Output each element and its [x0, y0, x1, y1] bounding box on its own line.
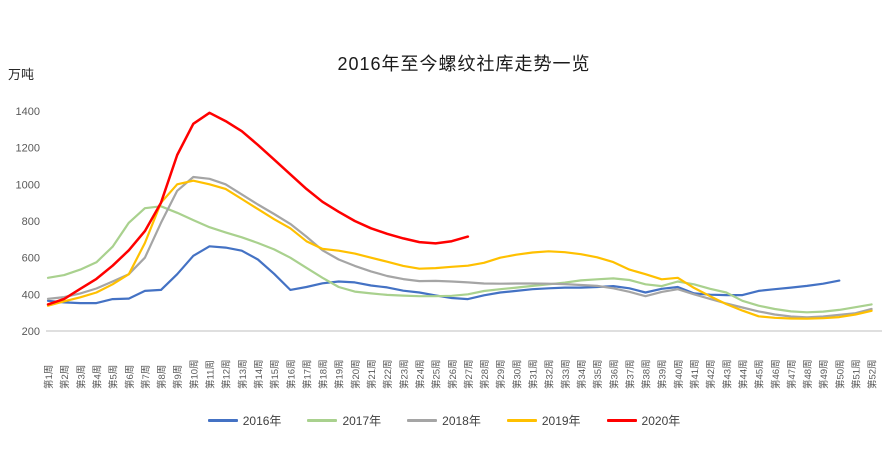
- y-tick-label: 1200: [16, 143, 40, 155]
- x-tick-label: 第44周: [737, 359, 749, 389]
- series-line-2020年: [46, 111, 470, 306]
- x-tick-label: 第10周: [188, 359, 200, 389]
- x-tick-label: 第31周: [528, 359, 540, 389]
- x-tick-label: 第11周: [205, 360, 217, 389]
- x-tick-label: 第34周: [576, 359, 588, 389]
- x-tick-label: 第12周: [221, 359, 233, 389]
- y-tick-label: 600: [22, 253, 40, 265]
- series-line-2017年: [46, 205, 873, 314]
- y-axis-unit-label: 万吨: [8, 67, 35, 82]
- legend-label: 2018年: [442, 414, 481, 428]
- x-tick-label: 第49周: [818, 359, 830, 389]
- legend-label: 2020年: [641, 414, 681, 428]
- legend-label: 2016年: [242, 414, 282, 428]
- x-tick-label: 第37周: [624, 359, 636, 389]
- x-tick-label: 第7周: [140, 365, 152, 389]
- x-tick-label: 第15周: [269, 359, 281, 389]
- x-tick-label: 第50周: [834, 359, 846, 389]
- x-tick-label: 第45周: [754, 359, 766, 389]
- legend-item-2020年: 2020年: [606, 412, 681, 429]
- y-tick-label: 800: [22, 216, 40, 228]
- legend-item-2019年: 2019年: [506, 412, 581, 429]
- x-tick-label: 第9周: [172, 365, 184, 389]
- legend-label: 2017年: [342, 414, 382, 428]
- legend-line-swatch: [606, 419, 637, 422]
- x-tick-label: 第35周: [592, 359, 604, 389]
- legend-line-swatch: [207, 419, 238, 422]
- x-tick-label: 第33周: [560, 359, 572, 389]
- x-tick-label: 第32周: [544, 359, 556, 389]
- x-tick-label: 第19周: [334, 359, 346, 389]
- x-tick-label: 第22周: [382, 359, 394, 389]
- x-tick-label: 第27周: [463, 359, 475, 389]
- x-tick-label: 第43周: [721, 359, 733, 389]
- legend-item-2017年: 2017年: [307, 412, 381, 429]
- legend-line-swatch: [307, 419, 338, 422]
- legend-item-2016年: 2016年: [207, 412, 282, 429]
- x-tick-label: 第52周: [867, 359, 879, 389]
- x-tick-label: 第5周: [108, 365, 120, 389]
- x-tick-label: 第47周: [786, 359, 798, 389]
- y-tick-label: 200: [22, 326, 40, 338]
- x-tick-label: 第39周: [657, 359, 669, 389]
- x-tick-label: 第23周: [398, 359, 410, 389]
- x-tick-label: 第1周: [43, 365, 55, 389]
- x-tick-label: 第25周: [431, 359, 443, 389]
- x-tick-label: 第16周: [285, 359, 297, 389]
- x-tick-label: 第2周: [59, 365, 71, 389]
- x-tick-label: 第46周: [770, 359, 782, 389]
- chart-title: 2016年至今螺纹社库走势一览: [337, 54, 591, 74]
- x-tick-label: 第28周: [479, 359, 491, 389]
- x-tick-label: 第17周: [301, 359, 313, 389]
- x-tick-label: 第40周: [673, 359, 685, 389]
- y-tick-label: 1400: [16, 106, 40, 118]
- x-tick-label: 第51周: [851, 359, 863, 389]
- x-tick-label: 第20周: [350, 359, 362, 389]
- x-tick-label: 第42周: [705, 359, 717, 389]
- x-tick-label: 第38周: [641, 359, 653, 389]
- x-tick-label: 第8周: [156, 365, 168, 389]
- legend-label: 2019年: [541, 414, 581, 428]
- x-tick-label: 第14周: [253, 359, 265, 389]
- x-tick-label: 第13周: [237, 359, 249, 389]
- x-tick-label: 第48周: [802, 359, 814, 389]
- series-line-2016年: [46, 245, 841, 305]
- x-tick-label: 第24周: [414, 359, 426, 389]
- series-line-2019年: [46, 179, 873, 320]
- x-tick-label: 第26周: [447, 359, 459, 389]
- x-tick-label: 第36周: [608, 359, 620, 389]
- legend-line-swatch: [407, 419, 438, 422]
- x-tick-label: 第41周: [689, 359, 701, 389]
- x-tick-label: 第4周: [91, 365, 103, 389]
- y-tick-label: 400: [22, 289, 40, 301]
- chart-legend: 2016年 2017年 2018年 2019年 2020年: [0, 412, 888, 429]
- y-tick-label: 1000: [16, 179, 40, 191]
- series-line-2018年: [46, 175, 873, 319]
- x-tick-label: 第6周: [124, 365, 136, 389]
- x-tick-label: 第29周: [495, 359, 507, 389]
- legend-line-swatch: [506, 419, 537, 422]
- x-tick-label: 第3周: [75, 365, 87, 389]
- x-tick-label: 第21周: [366, 359, 378, 389]
- x-tick-label: 第18周: [318, 359, 330, 389]
- x-tick-label: 第30周: [511, 359, 523, 389]
- legend-item-2018年: 2018年: [407, 412, 481, 429]
